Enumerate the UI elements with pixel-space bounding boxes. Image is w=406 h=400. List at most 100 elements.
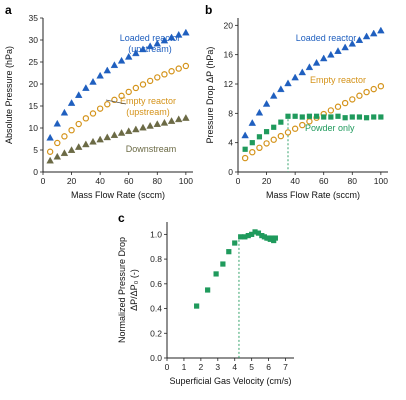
- data-point: [284, 79, 292, 87]
- x-axis-title: Mass Flow Rate (sccm): [71, 190, 165, 200]
- x-tick-label: 100: [179, 176, 193, 186]
- data-point: [291, 73, 299, 81]
- data-point: [245, 233, 251, 239]
- data-point: [277, 85, 285, 93]
- data-point: [60, 149, 69, 157]
- data-point: [255, 108, 264, 116]
- data-point: [96, 135, 104, 143]
- data-point: [205, 287, 211, 293]
- data-point: [256, 144, 263, 151]
- data-point: [53, 119, 62, 127]
- y-axis-title: Normalized Pressure Drop: [117, 237, 127, 343]
- data-point: [182, 28, 190, 36]
- panel-label: c: [118, 211, 125, 225]
- data-point: [175, 65, 182, 72]
- data-point: [241, 154, 249, 162]
- data-point: [146, 42, 154, 50]
- data-point: [117, 129, 126, 136]
- x-tick-label: 80: [348, 176, 358, 186]
- data-point: [356, 114, 363, 120]
- label-leader-line: [105, 99, 127, 105]
- y-tick-label: 0: [228, 167, 233, 177]
- data-point: [341, 99, 349, 107]
- panel-c: c 0 1 2 3 4 5 6 7 0.0 0.2 0.4 0.6 0.8 1.0 Superficial G…: [117, 211, 294, 386]
- data-point: [285, 113, 291, 119]
- y-tick-label: 0: [33, 167, 38, 177]
- data-point: [262, 99, 271, 107]
- y-tick-label: 25: [29, 57, 39, 67]
- x-tick-label: 60: [124, 176, 134, 186]
- data-point: [146, 121, 154, 129]
- x-tick-label: 60: [319, 176, 329, 186]
- data-point: [292, 113, 298, 119]
- series-label: (upstream): [126, 107, 170, 117]
- data-point: [242, 234, 248, 240]
- y-tick-label: 8: [228, 108, 233, 118]
- data-point: [238, 234, 244, 240]
- data-point: [305, 63, 314, 71]
- y-tick-label: 0.2: [150, 328, 162, 338]
- data-point: [160, 36, 169, 44]
- data-point: [272, 235, 278, 241]
- data-point: [248, 119, 257, 126]
- x-tick-label: 80: [153, 176, 163, 186]
- data-point: [252, 229, 258, 235]
- data-point: [132, 49, 140, 57]
- data-point: [154, 74, 161, 81]
- data-point: [82, 84, 90, 91]
- series-label: Powder only: [305, 123, 355, 133]
- data-point: [174, 30, 183, 38]
- x-tick-label: 2: [198, 362, 203, 372]
- data-point: [67, 99, 76, 106]
- data-point: [118, 92, 125, 100]
- y-tick-label: 0.8: [150, 254, 162, 264]
- data-point: [46, 133, 54, 141]
- y-axis-title: Absolute Pressure (hPa): [4, 46, 14, 144]
- data-point: [82, 115, 90, 122]
- data-point: [220, 261, 226, 267]
- data-point: [269, 91, 278, 99]
- data-point: [161, 71, 168, 78]
- data-point: [355, 36, 364, 43]
- panel-label: b: [205, 3, 212, 17]
- series-empty-reactor: [241, 82, 385, 162]
- data-point: [371, 114, 377, 120]
- data-point: [75, 120, 82, 128]
- data-point: [249, 148, 256, 156]
- data-point: [263, 129, 270, 135]
- data-point: [226, 249, 232, 255]
- y-tick-label: 20: [224, 20, 234, 30]
- y-tick-label: 0.4: [150, 304, 162, 314]
- data-point: [349, 114, 355, 120]
- data-point: [160, 118, 169, 126]
- data-point: [370, 85, 377, 93]
- data-point: [255, 230, 262, 236]
- data-point: [363, 115, 370, 121]
- data-point: [213, 271, 219, 277]
- panel-b: b 0 20 40 60 80 100 0 4 8 12 16 20 Mass Flow Rate (sc…: [205, 3, 388, 200]
- y-tick-label: 10: [29, 123, 39, 133]
- y-tick-label: 30: [29, 35, 39, 45]
- x-tick-label: 40: [95, 176, 105, 186]
- series-downstream: [46, 114, 190, 164]
- data-point: [139, 123, 147, 131]
- data-point: [299, 114, 305, 120]
- x-axis-title: Superficial Gas Velocity (cm/s): [169, 376, 291, 386]
- data-point: [117, 56, 126, 64]
- data-point: [241, 131, 249, 139]
- data-point: [348, 39, 357, 47]
- data-point: [356, 92, 363, 99]
- data-point: [110, 131, 119, 138]
- data-point: [242, 146, 248, 152]
- series-label: Loaded reactor: [120, 33, 181, 43]
- series-powder-only: [242, 113, 384, 152]
- data-point: [232, 240, 238, 246]
- series-label: (upstream): [128, 44, 172, 54]
- data-point: [319, 54, 328, 62]
- data-point: [68, 126, 75, 134]
- data-point: [153, 39, 162, 47]
- data-point: [278, 119, 284, 125]
- data-point: [139, 81, 147, 88]
- data-point: [377, 82, 385, 90]
- x-tick-label: 100: [374, 176, 388, 186]
